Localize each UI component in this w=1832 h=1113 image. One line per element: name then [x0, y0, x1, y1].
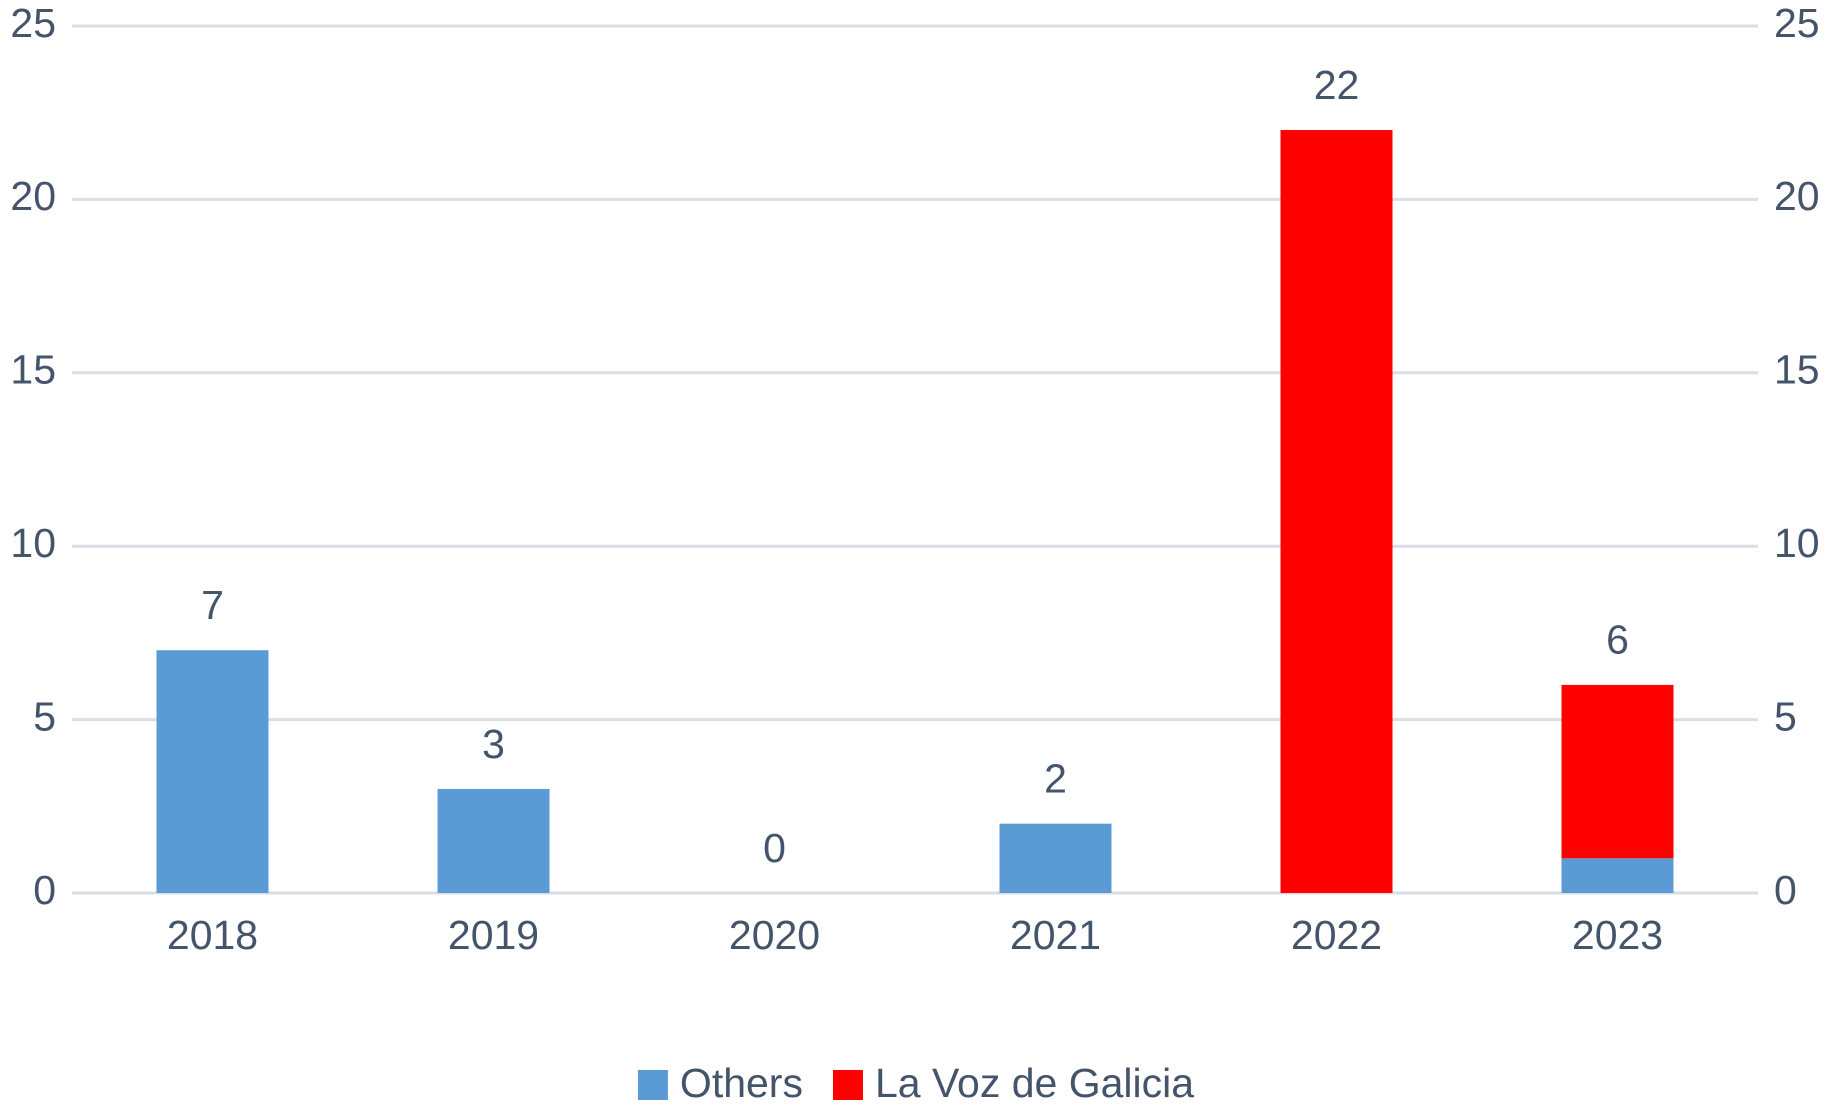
y2-tick-label: 5	[1774, 693, 1797, 739]
x-tick-label: 2020	[729, 912, 820, 958]
total-label: 2	[1044, 755, 1067, 801]
legend-label: La Voz de Galicia	[875, 1060, 1194, 1106]
x-tick-label: 2018	[167, 912, 258, 958]
legend-swatch	[832, 1070, 863, 1100]
y2-tick-label: 15	[1774, 347, 1820, 393]
y2-tick-label: 10	[1774, 520, 1820, 566]
y-tick-label: 0	[33, 867, 56, 913]
y2-tick-label: 20	[1774, 173, 1820, 219]
total-label: 7	[201, 582, 224, 628]
y-tick-label: 25	[10, 0, 56, 46]
total-label: 0	[763, 825, 786, 871]
bar-segment	[1561, 858, 1674, 893]
y-tick-label: 10	[10, 520, 56, 566]
y-tick-label: 20	[10, 173, 56, 219]
legend-label: Others	[680, 1060, 803, 1106]
x-tick-label: 2022	[1291, 912, 1382, 958]
total-label: 3	[482, 721, 505, 767]
bar-segment	[999, 823, 1112, 893]
x-tick-label: 2023	[1572, 912, 1663, 958]
bar-segment	[156, 650, 269, 893]
total-label: 22	[1314, 62, 1360, 108]
legend-swatch	[637, 1070, 668, 1100]
bar-segment	[1561, 684, 1674, 859]
y-tick-label: 15	[10, 347, 56, 393]
x-tick-label: 2019	[448, 912, 539, 958]
bar-segment	[437, 788, 550, 893]
total-label: 6	[1606, 617, 1629, 663]
y-tick-label: 5	[33, 693, 56, 739]
x-tick-label: 2021	[1010, 912, 1101, 958]
y2-tick-label: 0	[1774, 867, 1797, 913]
bar-segment	[1280, 130, 1393, 894]
y2-tick-label: 25	[1774, 0, 1820, 46]
